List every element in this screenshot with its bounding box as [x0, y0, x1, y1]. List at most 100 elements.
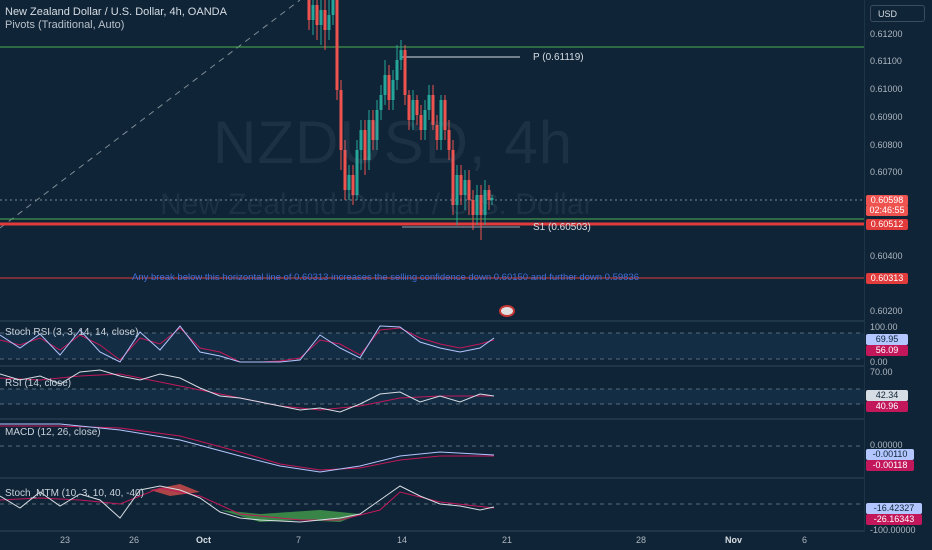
macd-tick: 0.00000 [870, 440, 903, 450]
stoch-rsi-label[interactable]: Stoch RSI (3, 3, 14, 14, close) [5, 327, 139, 338]
candle-body [343, 150, 347, 190]
pivot-s1-label: S1 (0.60503) [533, 222, 591, 233]
candle-body [391, 80, 395, 100]
bar-countdown: 02:46:55 [866, 205, 908, 216]
candles-group [307, 0, 494, 240]
candle-body [490, 198, 494, 200]
candle-body [483, 190, 487, 215]
stoch-rsi-pane [0, 325, 864, 363]
rsi-pane [0, 369, 864, 413]
chart-canvas[interactable] [0, 0, 864, 532]
name-watermark: New Zealand Dollar / U.S. Dollar [160, 188, 594, 221]
candle-body [443, 100, 447, 130]
candle-body [423, 110, 427, 130]
candle-body [431, 95, 435, 125]
candle-body [363, 130, 367, 160]
candle-body [463, 180, 467, 195]
candle-body [327, 15, 331, 30]
time-tick-month: Nov [725, 535, 743, 545]
candle-body [339, 90, 343, 150]
candle-body [379, 95, 383, 110]
stoch-rsi-tick: 0.00 [870, 357, 888, 367]
candle-body [435, 125, 439, 140]
time-tick: 23 [60, 535, 71, 545]
candle-body [415, 100, 419, 115]
candle-body [387, 75, 391, 100]
stoch-rsi-tick: 100.00 [870, 322, 898, 332]
time-tick: 26 [129, 535, 140, 545]
candle-body [487, 190, 491, 200]
us-flag-event-icon[interactable] [499, 305, 515, 317]
price-tick: 0.60200 [870, 306, 903, 316]
time-tick: 21 [502, 535, 513, 545]
price-tick: 0.60800 [870, 140, 903, 150]
price-tick: 0.60400 [870, 251, 903, 261]
stoch-mtm-signal-tag: -26.16343 [866, 514, 922, 525]
stoch-mtm-label[interactable]: Stoch_MTM (10, 3, 10, 40, -40) [5, 488, 144, 499]
symbol-watermark: NZDUSD, 4h [213, 109, 574, 176]
stoch-rsi-d-tag: 56.09 [866, 345, 908, 356]
candle-body [455, 175, 459, 205]
candle-body [459, 175, 463, 195]
price-tick: 0.61000 [870, 84, 903, 94]
annotation-text[interactable]: Any break below this horizontal line of … [132, 272, 640, 283]
stoch-mtm-tick: -100.00000 [870, 525, 916, 535]
candle-body [307, 0, 311, 20]
time-tick-month: Oct [196, 535, 212, 545]
stoch-mtm-pane [0, 484, 864, 523]
price-tick: 0.60700 [870, 167, 903, 177]
currency-button[interactable]: USD [870, 5, 925, 22]
chart-title: New Zealand Dollar / U.S. Dollar, 4h, OA… [5, 6, 227, 18]
candle-body [479, 195, 483, 215]
candle-body [475, 195, 479, 215]
rsi-tick: 70.00 [870, 367, 893, 377]
candle-body [407, 95, 411, 120]
candle-body [411, 100, 415, 120]
candle-body [447, 130, 451, 150]
time-tick: 14 [397, 535, 408, 545]
candle-body [395, 60, 399, 80]
trend-line[interactable] [0, 0, 301, 229]
current-price-tag: 0.60598 [866, 195, 908, 206]
candle-body [319, 10, 323, 25]
candle-body [439, 100, 443, 140]
rsi-value-tag: 42.34 [866, 390, 908, 401]
candle-body [351, 175, 355, 195]
candle-body [323, 10, 327, 30]
line-price-tag: 0.60313 [866, 273, 908, 284]
candle-body [367, 120, 371, 160]
stoch-rsi-k-tag: 69.95 [866, 334, 908, 345]
price-axis[interactable] [864, 0, 932, 532]
price-tick: 0.60900 [870, 112, 903, 122]
candle-body [359, 130, 363, 150]
candle-body [347, 175, 351, 190]
candle-body [471, 200, 475, 215]
pivot-p-label: P (0.61119) [533, 52, 584, 63]
macd-signal-tag: -0.00118 [866, 460, 914, 471]
s1-price-tag: 0.60512 [866, 219, 908, 230]
pivots-indicator-label[interactable]: Pivots (Traditional, Auto) [5, 19, 125, 31]
candle-body [403, 50, 407, 95]
candle-body [371, 120, 375, 140]
time-tick: 7 [296, 535, 302, 545]
macd-pane [0, 423, 864, 473]
candle-body [427, 95, 431, 110]
candle-body [331, 0, 335, 15]
rsi-ma-tag: 40.96 [866, 401, 908, 412]
candle-body [315, 5, 319, 25]
macd-value-tag: -0.00110 [866, 449, 914, 460]
time-tick: 28 [636, 535, 647, 545]
time-tick: 6 [802, 535, 808, 545]
candle-body [451, 150, 455, 205]
chart-area[interactable]: New Zealand Dollar / U.S. Dollar, 4h, OA… [0, 0, 864, 532]
candle-body [467, 180, 471, 200]
rsi-label[interactable]: RSI (14, close) [5, 378, 72, 389]
candle-body [335, 0, 339, 90]
price-tick: 0.61100 [870, 56, 902, 66]
candle-body [355, 150, 359, 195]
macd-label[interactable]: MACD (12, 26, close) [5, 427, 101, 438]
price-tick: 0.61200 [870, 29, 903, 39]
stoch-mtm-value-tag: -16.42327 [866, 503, 922, 514]
candle-body [383, 75, 387, 95]
candle-body [419, 115, 423, 130]
